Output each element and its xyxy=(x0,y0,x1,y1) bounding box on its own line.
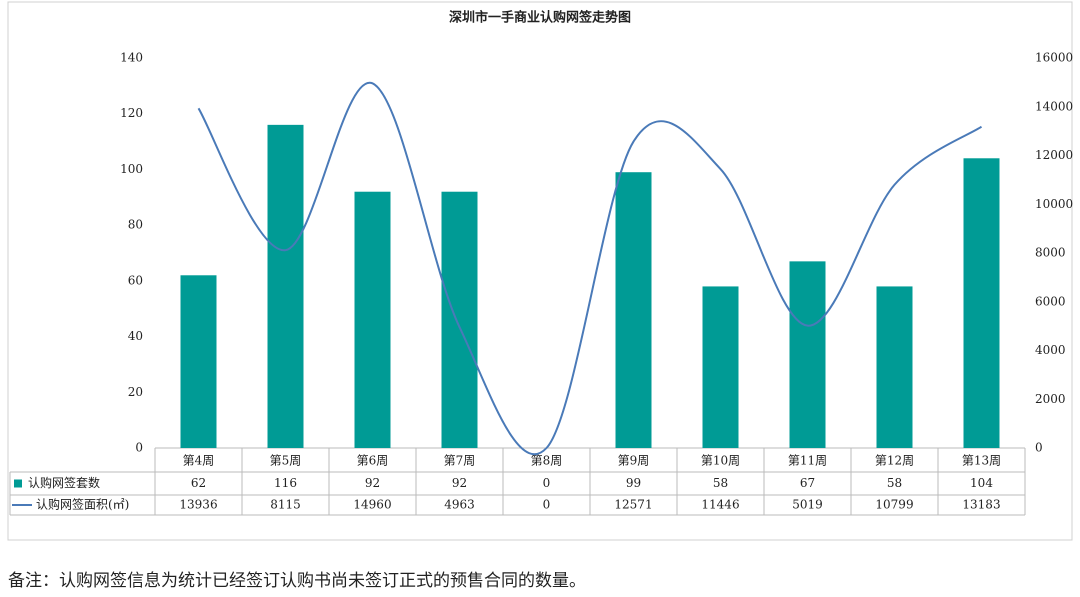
bar xyxy=(876,286,913,448)
bar xyxy=(702,286,739,448)
table-value: 0 xyxy=(543,476,551,490)
y-tick-label: 20 xyxy=(128,385,143,399)
table-value: 92 xyxy=(365,476,380,490)
table-value: 5019 xyxy=(792,498,823,512)
legend-label: 认购网签套数 xyxy=(28,475,100,490)
y-tick-label: 40 xyxy=(128,329,143,343)
y2-tick-label: 12000 xyxy=(1035,148,1073,162)
y-tick-label: 100 xyxy=(120,162,143,176)
table-value: 62 xyxy=(191,476,206,490)
x-tick-label: 第4周 xyxy=(183,454,215,468)
table-value: 11446 xyxy=(701,498,739,512)
legend-label: 认购网签面积(㎡) xyxy=(36,497,129,512)
x-tick-label: 第7周 xyxy=(444,454,476,468)
y2-tick-label: 4000 xyxy=(1035,343,1066,357)
footnote: 备注：认购网签信息为统计已经签订认购书尚未签订正式的预售合同的数量。 xyxy=(8,571,586,591)
table-value: 14960 xyxy=(353,498,391,512)
y-tick-label: 120 xyxy=(120,106,143,120)
y-tick-label: 80 xyxy=(128,218,143,232)
table-value: 116 xyxy=(274,476,297,490)
y2-tick-label: 16000 xyxy=(1035,51,1073,65)
chart-title: 深圳市一手商业认购网签走势图 xyxy=(449,10,631,26)
table-value: 92 xyxy=(452,476,467,490)
table-value: 8115 xyxy=(270,498,301,512)
x-tick-label: 第9周 xyxy=(618,454,650,468)
chart-border xyxy=(7,1,1073,541)
table-value: 12571 xyxy=(614,498,652,512)
table-value: 99 xyxy=(626,476,641,490)
y-tick-label: 0 xyxy=(135,441,143,455)
bar xyxy=(267,124,304,448)
x-tick-label: 第11周 xyxy=(788,454,827,468)
bar xyxy=(354,191,391,448)
y2-tick-label: 10000 xyxy=(1035,197,1073,211)
y2-tick-label: 14000 xyxy=(1035,99,1073,113)
table-value: 58 xyxy=(887,476,902,490)
y2-tick-label: 8000 xyxy=(1035,246,1066,260)
table-value: 58 xyxy=(713,476,728,490)
y2-tick-label: 0 xyxy=(1035,441,1043,455)
x-tick-label: 第6周 xyxy=(357,454,389,468)
x-tick-label: 第10周 xyxy=(701,454,740,468)
table-value: 10799 xyxy=(875,498,913,512)
bar xyxy=(180,275,217,448)
x-tick-label: 第5周 xyxy=(270,454,302,468)
legend-swatch xyxy=(14,479,22,488)
line xyxy=(197,82,983,456)
bar xyxy=(963,158,1000,449)
y-tick-label: 140 xyxy=(120,51,143,65)
table-value: 67 xyxy=(800,476,815,490)
table-value: 104 xyxy=(970,476,993,490)
y2-tick-label: 6000 xyxy=(1035,294,1066,308)
table-value: 4963 xyxy=(444,498,475,512)
bar xyxy=(615,172,652,448)
table-value: 13183 xyxy=(962,498,1000,512)
bar xyxy=(441,191,478,448)
y-tick-label: 60 xyxy=(128,273,143,287)
bar xyxy=(789,261,826,448)
x-tick-label: 第12周 xyxy=(875,454,914,468)
table-value: 13936 xyxy=(179,498,217,512)
x-tick-label: 第13周 xyxy=(962,454,1001,468)
x-tick-label: 第8周 xyxy=(531,454,563,468)
table-value: 0 xyxy=(543,498,551,512)
y2-tick-label: 2000 xyxy=(1035,392,1066,406)
